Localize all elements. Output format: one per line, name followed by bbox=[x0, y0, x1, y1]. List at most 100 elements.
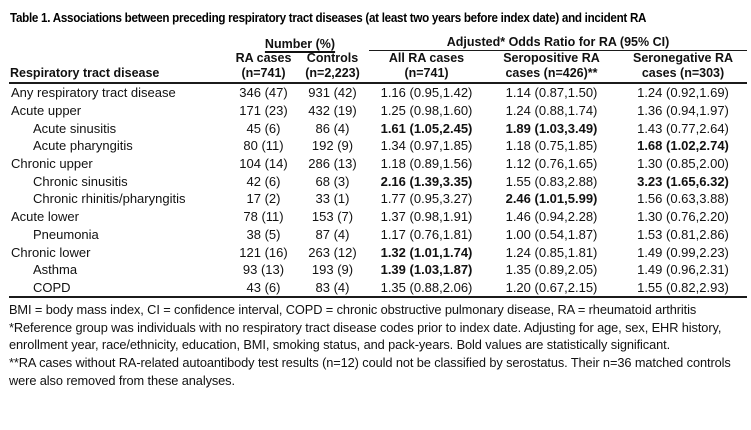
seronegative-or-cell: 1.68 (1.02,2.74) bbox=[637, 138, 729, 154]
disease-cell: Acute pharyngitis bbox=[33, 138, 133, 154]
seropositive-or-cell: 1.24 (0.85,1.81) bbox=[505, 244, 598, 260]
controls-cell: 33 (1) bbox=[315, 191, 350, 207]
all-ra-or-cell: 1.25 (0.98,1.60) bbox=[380, 103, 473, 119]
seropositive-or-cell: 1.18 (0.75,1.85) bbox=[505, 138, 598, 154]
table-row: Chronic sinusitis 42 (6) 68 (3) 2.16 (1.… bbox=[9, 172, 747, 190]
table-footnotes: BMI = body mass index, CI = confidence i… bbox=[9, 301, 747, 389]
disease-cell: Chronic upper bbox=[11, 156, 93, 172]
all-ra-or-cell: 2.16 (1.39,3.35) bbox=[380, 173, 473, 189]
all-ra-or-cell: 1.32 (1.01,1.74) bbox=[380, 244, 473, 260]
col-header-all-ra-cases: All RA cases (n=741) bbox=[369, 50, 484, 84]
disease-cell: Acute upper bbox=[11, 103, 82, 119]
all-ra-or-cell: 1.39 (1.03,1.87) bbox=[380, 262, 473, 278]
group-header-spacer bbox=[9, 30, 231, 51]
seronegative-or-cell: 1.53 (0.81,2.86) bbox=[637, 226, 729, 242]
all-ra-or-cell: 1.37 (0.98,1.91) bbox=[380, 209, 473, 225]
table-row: Pneumonia 38 (5) 87 (4) 1.17 (0.76,1.81)… bbox=[9, 226, 747, 244]
controls-cell: 931 (42) bbox=[308, 85, 357, 101]
controls-cell: 153 (7) bbox=[311, 209, 354, 225]
seronegative-or-cell: 1.24 (0.92,1.69) bbox=[637, 85, 729, 101]
seronegative-or-cell: 3.23 (1.65,6.32) bbox=[637, 173, 729, 189]
ra-cases-cell: 38 (5) bbox=[246, 226, 281, 242]
controls-cell: 86 (4) bbox=[315, 120, 350, 136]
seropositive-or-cell: 1.24 (0.88,1.74) bbox=[505, 103, 598, 119]
seropositive-or-cell: 1.14 (0.87,1.50) bbox=[505, 85, 598, 101]
ra-cases-cell: 78 (11) bbox=[243, 209, 284, 225]
associations-table: Number (%) Adjusted* Odds Ratio for RA (… bbox=[9, 30, 747, 299]
seronegative-or-cell: 1.30 (0.76,2.20) bbox=[637, 209, 729, 225]
seropositive-or-cell: 2.46 (1.01,5.99) bbox=[505, 191, 598, 207]
ra-cases-cell: 104 (14) bbox=[239, 156, 288, 172]
ra-cases-cell: 121 (16) bbox=[239, 244, 288, 260]
ra-cases-cell: 346 (47) bbox=[239, 85, 288, 101]
all-ra-or-cell: 1.34 (0.97,1.85) bbox=[380, 138, 473, 154]
disease-cell: Chronic rhinitis/pharyngitis bbox=[33, 191, 186, 207]
column-header-row: Respiratory tract disease RA cases (n=74… bbox=[9, 50, 747, 84]
table-title-text: Table 1. Associations between preceding … bbox=[10, 11, 647, 25]
disease-cell: COPD bbox=[9, 278, 231, 299]
table-row: Chronic upper 104 (14) 286 (13) 1.18 (0.… bbox=[9, 155, 747, 173]
seropositive-or-cell: 1.89 (1.03,3.49) bbox=[505, 120, 598, 136]
disease-cell: Pneumonia bbox=[33, 226, 99, 242]
ra-cases-cell: 80 (11) bbox=[243, 138, 284, 154]
controls-cell: 87 (4) bbox=[315, 226, 350, 242]
group-header-number: Number (%) bbox=[264, 36, 336, 51]
seronegative-or-cell: 1.30 (0.85,2.00) bbox=[637, 156, 729, 172]
group-header-adjusted-or: Adjusted* Odds Ratio for RA (95% CI) bbox=[369, 30, 747, 51]
ra-cases-cell: 17 (2) bbox=[246, 191, 281, 207]
group-header-row: Number (%) Adjusted* Odds Ratio for RA (… bbox=[9, 30, 747, 51]
controls-cell: 68 (3) bbox=[315, 173, 350, 189]
disease-cell: Any respiratory tract disease bbox=[11, 85, 176, 101]
table-title: Table 1. Associations between preceding … bbox=[9, 6, 745, 30]
controls-cell: 286 (13) bbox=[308, 156, 357, 172]
footnote-adjustment: *Reference group was individuals with no… bbox=[9, 319, 722, 353]
all-ra-or-cell: 1.17 (0.76,1.81) bbox=[380, 226, 473, 242]
seropositive-or-cell: 1.00 (0.54,1.87) bbox=[505, 226, 598, 242]
table-row: Acute pharyngitis 80 (11) 192 (9) 1.34 (… bbox=[9, 137, 747, 155]
all-ra-or-cell: 1.77 (0.95,3.27) bbox=[380, 191, 473, 207]
table-row: Acute lower 78 (11) 153 (7) 1.37 (0.98,1… bbox=[9, 208, 747, 226]
ra-cases-cell: 45 (6) bbox=[246, 120, 281, 136]
table-row: Chronic lower 121 (16) 263 (12) 1.32 (1.… bbox=[9, 243, 747, 261]
footnote-serostatus: **RA cases without RA-related autoantibo… bbox=[9, 355, 731, 388]
controls-cell: 432 (19) bbox=[308, 103, 357, 119]
controls-cell: 263 (12) bbox=[308, 244, 357, 260]
ra-cases-cell: 171 (23) bbox=[239, 103, 288, 119]
seropositive-or-cell: 1.55 (0.83,2.88) bbox=[505, 173, 598, 189]
disease-cell: Acute sinusitis bbox=[33, 120, 117, 136]
seronegative-or-cell: 1.43 (0.77,2.64) bbox=[637, 120, 729, 136]
table-row: Acute upper 171 (23) 432 (19) 1.25 (0.98… bbox=[9, 102, 747, 120]
all-ra-or-cell: 1.35 (0.88,2.06) bbox=[369, 278, 484, 299]
all-ra-or-cell: 1.16 (0.95,1.42) bbox=[380, 85, 473, 101]
controls-cell: 193 (9) bbox=[311, 262, 354, 278]
seronegative-or-cell: 1.55 (0.82,2.93) bbox=[619, 278, 747, 299]
disease-cell: Asthma bbox=[33, 262, 78, 278]
disease-cell: Chronic sinusitis bbox=[33, 173, 128, 189]
ra-cases-cell: 43 (6) bbox=[231, 278, 296, 299]
footnote-abbreviations: BMI = body mass index, CI = confidence i… bbox=[9, 302, 697, 318]
seronegative-or-cell: 1.49 (0.96,2.31) bbox=[637, 262, 729, 278]
seropositive-or-cell: 1.20 (0.67,2.15) bbox=[484, 278, 619, 299]
col-header-ra-cases: RA cases (n=741) bbox=[231, 50, 296, 84]
table-row: Chronic rhinitis/pharyngitis 17 (2) 33 (… bbox=[9, 190, 747, 208]
disease-cell: Chronic lower bbox=[11, 244, 91, 260]
seropositive-or-cell: 1.46 (0.94,2.28) bbox=[505, 209, 598, 225]
all-ra-or-cell: 1.18 (0.89,1.56) bbox=[380, 156, 473, 172]
col-header-seropositive-ra-cases: Seropositive RA cases (n=426)** bbox=[484, 50, 619, 84]
seronegative-or-cell: 1.49 (0.99,2.23) bbox=[637, 244, 729, 260]
seronegative-or-cell: 1.56 (0.63,3.88) bbox=[637, 191, 729, 207]
col-header-seronegative-ra-cases: Seronegative RA cases (n=303) bbox=[619, 50, 747, 84]
seropositive-or-cell: 1.35 (0.89,2.05) bbox=[505, 262, 598, 278]
disease-cell: Acute lower bbox=[11, 209, 79, 225]
seropositive-or-cell: 1.12 (0.76,1.65) bbox=[505, 156, 598, 172]
table-row: Any respiratory tract disease 346 (47) 9… bbox=[9, 83, 747, 102]
col-header-controls: Controls (n=2,223) bbox=[296, 50, 369, 84]
all-ra-or-cell: 1.61 (1.05,2.45) bbox=[380, 120, 473, 136]
seronegative-or-cell: 1.36 (0.94,1.97) bbox=[637, 103, 729, 119]
table-row: COPD 43 (6) 83 (4) 1.35 (0.88,2.06) 1.20… bbox=[9, 278, 747, 299]
ra-cases-cell: 42 (6) bbox=[246, 173, 281, 189]
controls-cell: 83 (4) bbox=[296, 278, 369, 299]
controls-cell: 192 (9) bbox=[311, 138, 354, 154]
table-row: Acute sinusitis 45 (6) 86 (4) 1.61 (1.05… bbox=[9, 119, 747, 137]
